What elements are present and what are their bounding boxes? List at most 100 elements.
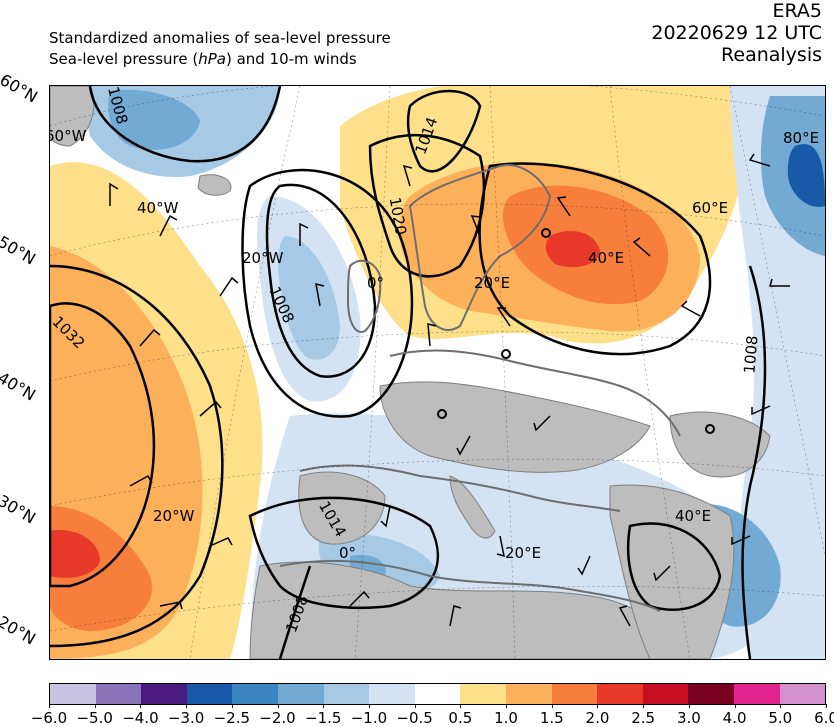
isobar-1020-ring xyxy=(241,168,414,418)
low-center-east xyxy=(705,424,715,434)
subtitle-line-2-post: ) and 10-m winds xyxy=(225,50,357,68)
colorbar-cell xyxy=(323,684,370,704)
colorbar-tick-mark xyxy=(734,704,736,708)
colorbar-tick-mark xyxy=(277,704,279,708)
isobar-1008-south xyxy=(278,565,312,659)
isobar-1014-med xyxy=(248,496,440,610)
colorbar-tick-label: −1.0 xyxy=(350,709,388,727)
lon-label-40e-south: 40°E xyxy=(675,507,711,525)
colorbar-tick-mark xyxy=(231,704,233,708)
colorbar-cell xyxy=(597,684,643,704)
colorbar-cell xyxy=(50,684,96,704)
colorbar-tick-label: −0.5 xyxy=(396,709,433,727)
colorbar-cell xyxy=(460,684,506,704)
high-center-scandinavia xyxy=(541,228,551,238)
model-name: ERA5 xyxy=(772,0,822,22)
lat-label-20n: 20°N xyxy=(0,612,39,649)
colorbar-tick-mark xyxy=(323,704,325,708)
subtitle-line-2: Sea-level pressure (hPa) and 10-m winds xyxy=(49,49,391,70)
positive-anomaly-west-peak xyxy=(50,530,100,578)
colorbar-cell xyxy=(688,684,734,704)
lon-label-20w-south: 20°W xyxy=(153,507,195,525)
anomaly-shading xyxy=(50,86,825,659)
colorbar-ticks: −6.0 −5.0 −4.0 −3.0 −2.5 −2.0 −1.5 −1.0 −0.5 0.5 1… xyxy=(31,704,834,727)
colorbar-tick-label: −1.5 xyxy=(305,709,342,727)
isobar-1014-levant xyxy=(626,522,722,611)
coast-scandinavia xyxy=(408,164,552,331)
high-center-baltic xyxy=(501,349,511,359)
lon-label-80e: 80°E xyxy=(783,129,819,147)
lon-label-40w: 40°W xyxy=(137,199,179,217)
positive-anomaly-north-atlantic xyxy=(50,166,150,251)
lat-label-50n: 50°N xyxy=(0,232,39,269)
isobar-1008-biscay xyxy=(265,183,377,378)
isobar-1020-scandinavia xyxy=(368,133,486,278)
colorbar-tick-mark xyxy=(780,704,782,708)
isobar-1032-azores xyxy=(50,302,156,588)
parallel-40n xyxy=(50,331,825,382)
colorbar-tick-label: −5.0 xyxy=(76,709,113,727)
colorbar-cell xyxy=(779,684,826,704)
colorbar-tick-label: −2.0 xyxy=(259,709,296,727)
parallel-60n xyxy=(50,86,825,127)
lon-label-60w: 60°W xyxy=(50,127,87,145)
anomaly-map: 60°W 40°W 20°W 0° 20°E 40°E 60°E 80°E 20… xyxy=(49,85,826,660)
isobar-high-europe xyxy=(478,162,712,356)
colorbar-cell xyxy=(551,684,598,704)
land-mask xyxy=(50,86,771,659)
colorbar-tick-mark xyxy=(368,704,370,708)
colorbar-tick-mark xyxy=(140,704,142,708)
coast-britain xyxy=(346,259,382,333)
land-north-africa xyxy=(249,561,691,659)
colorbar xyxy=(49,683,826,705)
lon-label-0: 0° xyxy=(367,274,384,292)
figure-subtitle: Standardized anomalies of sea-level pres… xyxy=(49,28,391,70)
isobar-1008-east xyxy=(741,265,767,659)
valid-time: 20220629 12 UTC xyxy=(651,22,822,44)
colorbar-tick-mark xyxy=(551,704,553,708)
land-middle-east xyxy=(609,484,735,659)
colorbar-cell xyxy=(733,684,780,704)
colorbar-tick-mark xyxy=(94,704,96,708)
subtitle-line-1: Standardized anomalies of sea-level pres… xyxy=(49,29,391,47)
isobar-1014-trough xyxy=(406,89,482,173)
colorbar-tick-label: 6.0 xyxy=(814,709,834,727)
isobar-label-1008-east: 1008 xyxy=(740,335,761,375)
colorbar-cell xyxy=(277,684,324,704)
land-caspian-region xyxy=(669,411,771,478)
graticule xyxy=(50,86,825,659)
colorbar-cell xyxy=(505,684,552,704)
colorbar-tick-label: −2.5 xyxy=(213,709,251,727)
meridian-20e xyxy=(489,86,516,659)
figure-meta: ERA5 20220629 12 UTC Reanalysis xyxy=(651,0,822,66)
colorbar-tick-mark xyxy=(506,704,508,708)
colorbar-tick-label: −4.0 xyxy=(122,709,159,727)
coastlines xyxy=(279,164,681,612)
land-italy xyxy=(449,475,496,539)
low-center-med xyxy=(437,409,447,419)
wind-barbs xyxy=(109,153,790,627)
lon-label-60e: 60°E xyxy=(692,199,728,217)
subtitle-line-2-pre: Sea-level pressure ( xyxy=(49,50,199,68)
colorbar-tick-mark xyxy=(49,704,50,708)
colorbar-tick-label: 0.5 xyxy=(448,709,473,727)
pressure-centers xyxy=(437,228,715,434)
colorbar-tick-label: 2.0 xyxy=(585,709,610,727)
negative-anomaly-east-core xyxy=(787,144,825,207)
map-canvas: 60°W 40°W 20°W 0° 20°E 40°E 60°E 80°E 20… xyxy=(50,86,825,659)
parallel-20n xyxy=(50,585,825,632)
lon-label-20e: 20°E xyxy=(474,274,510,292)
colorbar-tick-mark xyxy=(597,704,599,708)
colorbar-cell xyxy=(141,684,187,704)
negative-anomaly-biscay-core xyxy=(278,236,340,360)
meridian-20w xyxy=(189,86,301,659)
isobar-1024-azores xyxy=(50,264,224,648)
colorbar-tick-mark xyxy=(826,704,827,708)
colorbar-tick-mark xyxy=(414,704,416,708)
colorbar-cell xyxy=(369,684,415,704)
lon-label-20e-south: 20°E xyxy=(505,544,541,562)
colorbar-tick-mark xyxy=(643,704,645,708)
lon-label-20w: 20°W xyxy=(242,249,284,267)
colorbar-tick-label: 2.5 xyxy=(631,709,656,727)
colorbar-cell xyxy=(186,684,233,704)
